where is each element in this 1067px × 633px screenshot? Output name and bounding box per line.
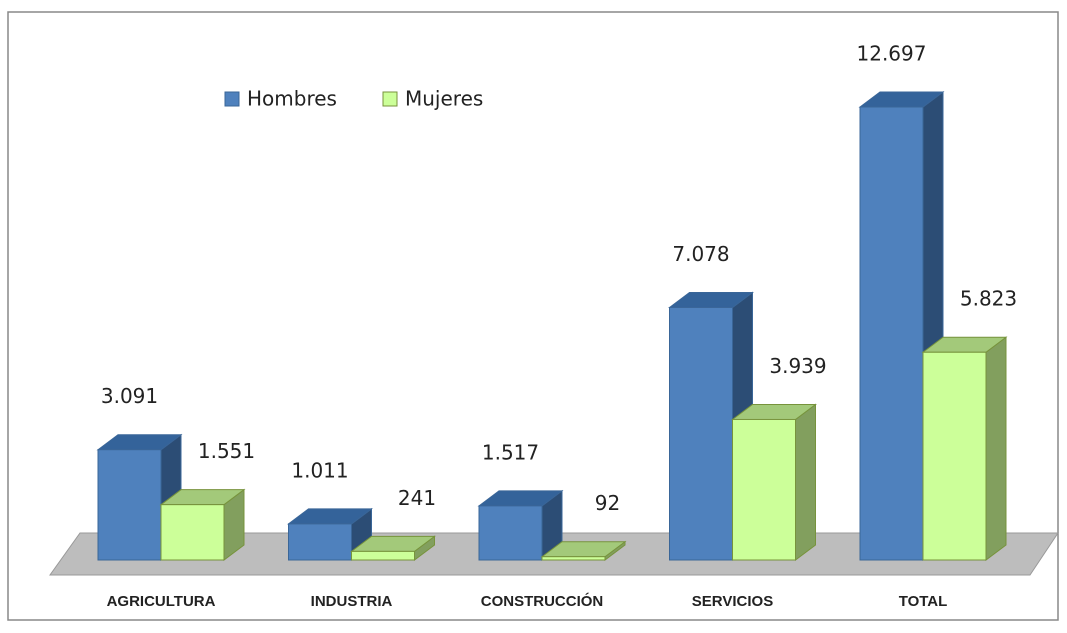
value-label: 5.823: [960, 287, 1017, 311]
bar: [159, 488, 246, 561]
bar: [350, 535, 436, 561]
x-tick-label: CONSTRUCCIÓN: [481, 592, 604, 610]
value-label: 3.091: [101, 384, 158, 408]
bar-face: [160, 504, 225, 561]
bar-face: [985, 336, 1007, 561]
bar-face: [288, 523, 352, 561]
value-label: 1.517: [482, 440, 539, 464]
x-tick-label: SERVICIOS: [692, 593, 773, 610]
value-label: 12.697: [857, 42, 927, 66]
x-tick-label: AGRICULTURA: [107, 593, 216, 610]
bar-face: [97, 449, 162, 561]
bar: [731, 403, 817, 561]
bar-face: [859, 106, 924, 561]
bar-face: [478, 505, 543, 561]
legend-label: Mujeres: [405, 87, 483, 111]
value-label: 7.078: [672, 242, 729, 266]
bar: [477, 489, 564, 561]
value-label: 1.551: [198, 439, 255, 463]
x-tick-label: TOTAL: [899, 593, 948, 610]
legend-swatch: [382, 91, 398, 107]
value-label: 92: [595, 491, 620, 515]
bar-face: [732, 418, 796, 561]
bar-face: [795, 403, 816, 561]
legend-label: Hombres: [247, 87, 337, 111]
bar: [540, 540, 627, 561]
bar-face: [541, 556, 606, 561]
value-label: 241: [398, 486, 436, 510]
bar: [921, 336, 1008, 561]
bar-face: [669, 306, 733, 561]
x-tick-label: INDUSTRIA: [311, 593, 393, 610]
legend-swatch: [224, 91, 240, 107]
value-label: 1.011: [291, 458, 348, 482]
value-label: 3.939: [769, 354, 826, 378]
bar-face: [351, 550, 415, 561]
bar-face: [922, 351, 987, 561]
